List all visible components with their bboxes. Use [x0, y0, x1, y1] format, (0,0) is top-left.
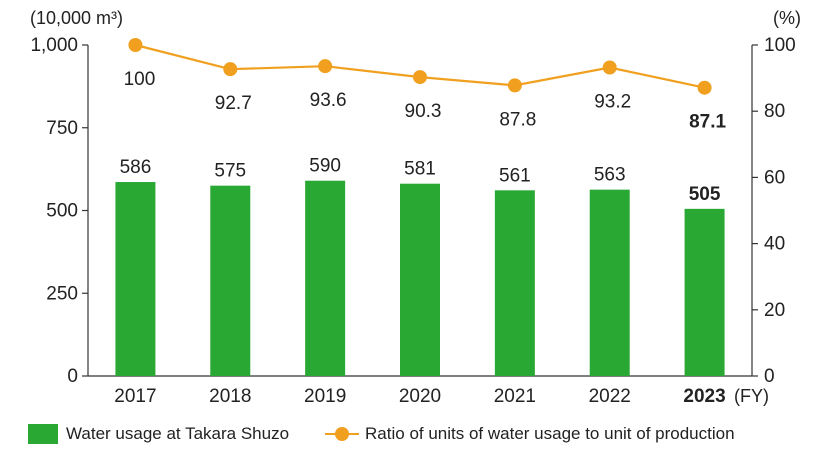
right-tick-label: 20	[764, 300, 785, 321]
x-tick-label: 2019	[304, 386, 346, 407]
legend-bar-swatch	[28, 424, 58, 444]
legend-label-water-usage: Water usage at Takara Shuzo	[66, 424, 290, 443]
bar	[589, 189, 630, 376]
legend-item-water-usage: Water usage at Takara Shuzo	[28, 424, 289, 444]
bar	[210, 185, 251, 376]
bar	[494, 190, 535, 376]
ratio-point	[697, 80, 712, 95]
right-tick-label: 60	[764, 167, 785, 188]
bar-value-label: 561	[499, 165, 531, 186]
x-tick-label: 2023	[683, 386, 725, 407]
combo-chart: (10,000 m³) (%) (FY) 0 250 500 750 1,000 0 20 4…	[30, 8, 801, 407]
ratio-value-label: 92.7	[215, 93, 252, 114]
ratio-value-label: 87.8	[499, 109, 536, 130]
bar	[684, 208, 725, 376]
bar-value-label: 586	[120, 157, 152, 178]
ratio-value-label: 100	[124, 69, 156, 90]
right-tick-label: 40	[764, 234, 785, 255]
right-tick-label: 100	[764, 35, 796, 56]
ratio-value-label: 90.3	[405, 101, 442, 122]
bar-value-label: 563	[594, 165, 626, 186]
left-tick-label: 1,000	[30, 35, 78, 56]
ratio-point	[507, 78, 522, 93]
ratio-point	[318, 59, 333, 74]
ratio-value-label: 93.6	[310, 90, 347, 111]
bar-value-label: 575	[214, 161, 246, 182]
x-axis-unit: (FY)	[734, 386, 769, 406]
x-tick-label: 2022	[589, 386, 631, 407]
legend-line-swatch	[325, 424, 360, 444]
left-tick-label: 0	[67, 366, 78, 387]
x-tick-label: 2018	[209, 386, 251, 407]
ratio-point	[223, 62, 238, 77]
bar-value-label: 581	[404, 159, 436, 180]
bar	[115, 182, 156, 376]
bar	[305, 180, 346, 376]
x-tick-label: 2021	[494, 386, 536, 407]
right-tick-label: 80	[764, 101, 785, 122]
right-tick-label: 0	[764, 366, 775, 387]
bar-value-label: 590	[309, 156, 341, 177]
ratio-value-label: 87.1	[689, 112, 726, 133]
ratio-value-label: 93.2	[594, 92, 631, 113]
legend-label-ratio: Ratio of units of water usage to unit of…	[365, 424, 735, 443]
x-tick-label: 2017	[114, 386, 156, 407]
ratio-point	[413, 70, 427, 85]
ratio-point	[602, 60, 617, 75]
bar-value-label: 505	[689, 184, 721, 205]
right-axis-unit: (%)	[773, 8, 801, 28]
bar	[400, 183, 440, 376]
left-tick-label: 750	[46, 118, 78, 139]
left-tick-label: 250	[46, 283, 78, 304]
legend: Water usage at Takara Shuzo Ratio of uni…	[28, 424, 771, 444]
x-tick-label: 2020	[399, 386, 441, 407]
ratio-point	[128, 38, 143, 52]
left-axis-unit: (10,000 m³)	[30, 8, 123, 28]
left-tick-label: 500	[46, 201, 78, 222]
legend-item-ratio: Ratio of units of water usage to unit of…	[325, 424, 735, 444]
